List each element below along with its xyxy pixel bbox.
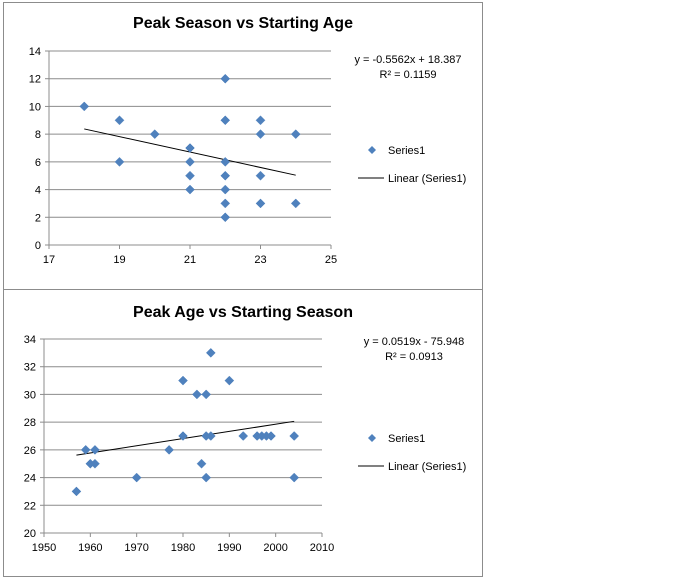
r-squared: R² = 0.0913 bbox=[385, 351, 443, 363]
y-tick-label: 4 bbox=[35, 185, 41, 197]
x-tick-label: 2010 bbox=[310, 542, 334, 554]
data-point bbox=[289, 472, 300, 483]
y-tick-label: 32 bbox=[24, 362, 36, 374]
legend-series1: Series1 bbox=[388, 433, 425, 445]
data-point bbox=[255, 170, 266, 181]
legend-linear: Linear (Series1) bbox=[388, 461, 466, 473]
data-point bbox=[79, 101, 90, 112]
y-tick-label: 10 bbox=[29, 101, 41, 113]
x-tick-label: 25 bbox=[325, 254, 337, 266]
data-point bbox=[220, 157, 231, 167]
data-point bbox=[114, 115, 125, 126]
trendline-equation: y = 0.0519x - 75.948 bbox=[364, 336, 465, 348]
data-point bbox=[201, 472, 212, 483]
data-point bbox=[178, 431, 188, 441]
y-tick-label: 26 bbox=[24, 445, 36, 457]
y-tick-label: 0 bbox=[35, 240, 41, 252]
legend-series1: Series1 bbox=[388, 145, 425, 157]
x-tick-label: 1950 bbox=[32, 542, 56, 554]
data-point bbox=[185, 157, 195, 167]
r-squared: R² = 0.1159 bbox=[380, 69, 437, 81]
chart-peak-season-vs-starting-age: Peak Season vs Starting Age 0 2 4 6 8 10 12 14 17… bbox=[3, 2, 483, 290]
data-point bbox=[238, 431, 249, 441]
data-point bbox=[131, 472, 142, 483]
y-tick-label: 20 bbox=[24, 528, 36, 540]
data-point bbox=[220, 170, 231, 181]
y-tick-label: 6 bbox=[35, 157, 41, 169]
data-point bbox=[90, 445, 100, 455]
legend-marker bbox=[368, 434, 376, 442]
x-tick-label: 1960 bbox=[78, 542, 102, 554]
chart-1-svg: Peak Season vs Starting Age 0 2 4 6 8 10 12 14 17… bbox=[29, 15, 467, 266]
data-point bbox=[289, 431, 300, 441]
data-point bbox=[255, 198, 266, 209]
y-tick-label: 12 bbox=[29, 74, 41, 86]
data-point bbox=[192, 389, 202, 400]
x-tick-label: 1990 bbox=[217, 542, 241, 554]
data-point bbox=[224, 375, 235, 386]
y-tick-label: 34 bbox=[24, 334, 36, 346]
data-point bbox=[201, 389, 212, 400]
x-tick-label: 21 bbox=[184, 254, 196, 266]
data-point bbox=[90, 458, 100, 469]
trendline-equation: y = -0.5562x + 18.387 bbox=[354, 54, 461, 66]
y-tick-label: 2 bbox=[35, 212, 41, 224]
data-point bbox=[196, 458, 207, 469]
chart-2-svg: Peak Age vs Starting Season 20 22 24 26 28 30 3… bbox=[24, 304, 467, 554]
data-point bbox=[185, 170, 195, 181]
data-point bbox=[205, 431, 216, 441]
legend-linear: Linear (Series1) bbox=[388, 173, 466, 185]
data-point bbox=[71, 486, 82, 497]
data-point bbox=[80, 445, 91, 455]
data-point bbox=[266, 431, 276, 441]
chart-peak-age-vs-starting-season: Peak Age vs Starting Season 20 22 24 26 28 30 3… bbox=[3, 289, 483, 577]
x-tick-label: 19 bbox=[113, 254, 125, 266]
data-point bbox=[185, 184, 195, 195]
data-point bbox=[290, 198, 301, 209]
y-tick-label: 24 bbox=[24, 473, 36, 485]
data-point bbox=[178, 375, 188, 386]
data-point bbox=[220, 115, 231, 126]
data-point bbox=[164, 445, 174, 455]
data-point bbox=[220, 212, 231, 223]
y-tick-label: 14 bbox=[29, 46, 41, 58]
legend-marker bbox=[368, 146, 376, 154]
x-tick-label: 17 bbox=[43, 254, 55, 266]
y-tick-label: 28 bbox=[24, 417, 36, 429]
x-tick-label: 2000 bbox=[263, 542, 287, 554]
chart-title: Peak Season vs Starting Age bbox=[133, 15, 353, 32]
x-tick-label: 23 bbox=[254, 254, 266, 266]
data-point bbox=[220, 198, 231, 209]
data-point bbox=[220, 184, 231, 195]
data-point bbox=[255, 115, 266, 126]
data-point bbox=[290, 129, 301, 139]
data-point bbox=[220, 73, 231, 84]
y-tick-label: 30 bbox=[24, 389, 36, 401]
y-tick-label: 22 bbox=[24, 500, 36, 512]
chart-title: Peak Age vs Starting Season bbox=[133, 304, 353, 321]
data-point bbox=[205, 348, 216, 358]
data-point bbox=[149, 129, 160, 139]
data-point bbox=[114, 157, 125, 167]
data-point bbox=[255, 129, 266, 139]
x-tick-label: 1970 bbox=[124, 542, 148, 554]
y-tick-label: 8 bbox=[35, 129, 41, 141]
data-point bbox=[185, 143, 195, 153]
x-tick-label: 1980 bbox=[171, 542, 195, 554]
